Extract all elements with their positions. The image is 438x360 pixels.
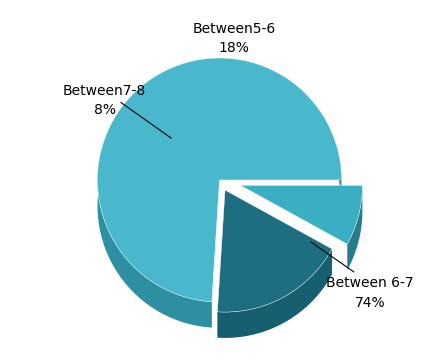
Polygon shape — [97, 58, 341, 302]
Text: Between7-8: Between7-8 — [63, 84, 171, 138]
Text: Between5-6: Between5-6 — [192, 22, 275, 36]
Polygon shape — [346, 185, 361, 270]
Polygon shape — [240, 185, 361, 244]
Polygon shape — [217, 190, 331, 312]
Text: Between 6-7: Between 6-7 — [310, 242, 413, 291]
Polygon shape — [217, 249, 331, 338]
Text: 74%: 74% — [354, 296, 385, 310]
Text: 18%: 18% — [218, 41, 249, 55]
Polygon shape — [97, 145, 341, 328]
Text: 8%: 8% — [93, 103, 115, 117]
